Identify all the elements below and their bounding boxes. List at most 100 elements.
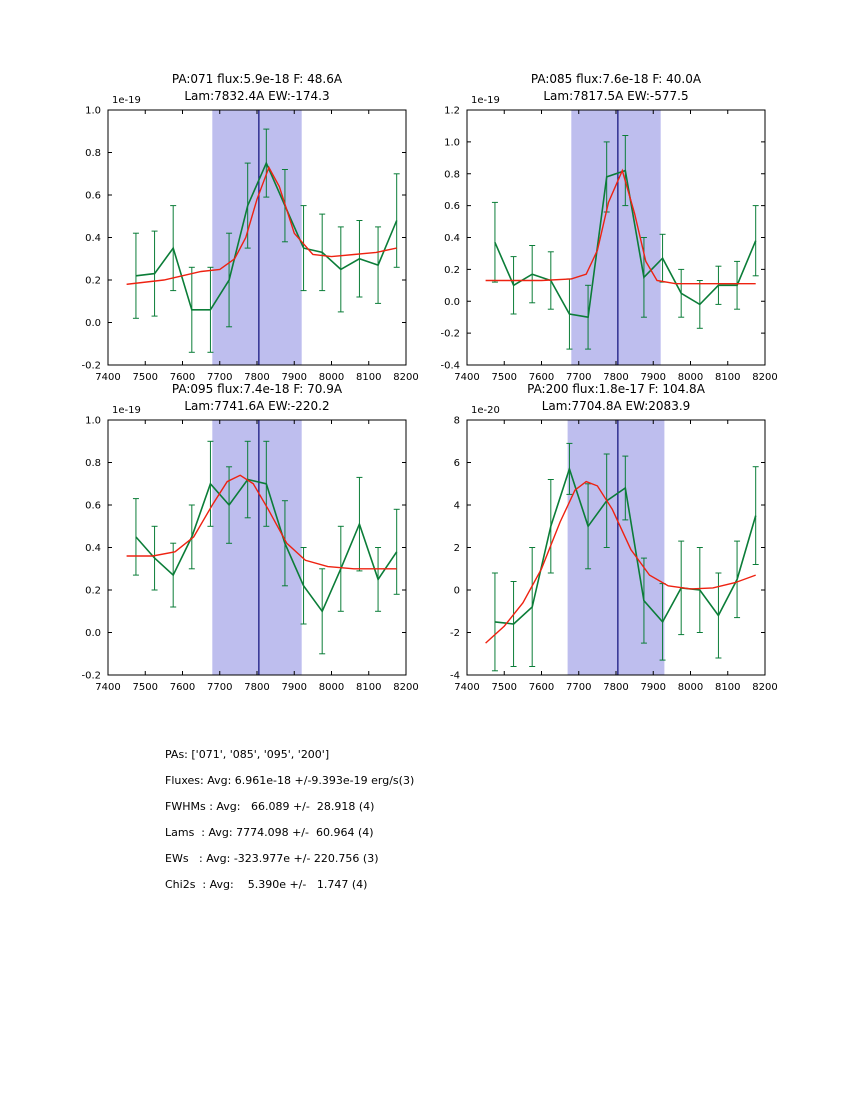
y-tick-label: -4 <box>450 671 460 682</box>
x-tick-label: 7700 <box>207 682 232 693</box>
y-tick-label: 0.2 <box>444 265 460 276</box>
y-tick-label: 1.0 <box>85 106 101 117</box>
y-tick-label: -0.2 <box>440 329 460 340</box>
y-tick-label: 0.8 <box>85 148 101 159</box>
ticks <box>466 419 766 676</box>
y-tick-label: 1.0 <box>85 416 101 427</box>
fit-curve <box>126 165 397 285</box>
x-tick-label: 7600 <box>170 372 195 383</box>
x-tick-label: 7400 <box>454 372 479 383</box>
subplot-title-line2: Lam:7741.6A EW:-220.2 <box>184 399 329 413</box>
ticks <box>107 109 407 366</box>
x-tick-label: 8000 <box>678 682 703 693</box>
x-tick-label: 7400 <box>95 682 120 693</box>
x-tick-label: 7800 <box>603 682 628 693</box>
y-tick-label: 0.0 <box>85 628 101 639</box>
fit-curve <box>485 168 756 285</box>
y-tick-label: 6 <box>454 458 460 469</box>
subplot-pa071: 7400 7500 7600 7700 7800 7900 8000 8100 8200 -0.2… <box>81 72 418 383</box>
x-tick-label: 7900 <box>641 372 666 383</box>
y-tick-label: -0.2 <box>81 361 101 372</box>
y-tick-label: 0.6 <box>85 501 101 512</box>
x-tick-label: 7600 <box>529 372 554 383</box>
x-tick-label: 7500 <box>492 372 517 383</box>
y-tick-label: -2 <box>450 628 460 639</box>
y-tick-label: 0.2 <box>85 276 101 287</box>
x-tick-label: 8000 <box>319 682 344 693</box>
x-tick-label: 8200 <box>752 682 777 693</box>
y-tick-label: 0.0 <box>444 297 460 308</box>
line-region-band <box>212 420 302 675</box>
spectrum-line <box>135 478 398 613</box>
subplot-pa200: 7400 7500 7600 7700 7800 7900 8000 8100 8200 -4 -2… <box>450 382 778 693</box>
summary-line-fluxes: Fluxes: Avg: 6.961e-18 +/-9.393e-19 erg/… <box>165 774 415 787</box>
y-tick-label: 0.8 <box>85 458 101 469</box>
y-tick-label: 0.4 <box>444 233 460 244</box>
x-tick-label: 7400 <box>95 372 120 383</box>
y-tick-label: 0.2 <box>85 586 101 597</box>
y-tick-label: 1.2 <box>444 106 460 117</box>
x-tick-label: 7500 <box>133 372 158 383</box>
subplot-title-line1: PA:200 flux:1.8e-17 F: 104.8A <box>527 382 706 396</box>
line-region-band <box>567 420 665 675</box>
y-axis-offset-label: 1e-20 <box>471 405 500 416</box>
x-tick-label: 8100 <box>356 372 381 383</box>
x-tick-label: 7400 <box>454 682 479 693</box>
y-tick-label: 0.8 <box>444 169 460 180</box>
line-region-band <box>571 110 661 365</box>
y-axis-offset-label: 1e-19 <box>112 95 141 106</box>
subplot-title-line2: Lam:7832.4A EW:-174.3 <box>184 89 329 103</box>
subplot-title-line1: PA:095 flux:7.4e-18 F: 70.9A <box>172 382 343 396</box>
summary-line-pas: PAs: ['071', '085', '095', '200'] <box>165 748 330 761</box>
y-axis-offset-label: 1e-19 <box>112 405 141 416</box>
x-tick-label: 7800 <box>244 372 269 383</box>
subplot-title-line1: PA:085 flux:7.6e-18 F: 40.0A <box>531 72 702 86</box>
summary-line-chi2s: Chi2s : Avg: 5.390e +/- 1.747 (4) <box>165 878 368 891</box>
y-tick-label: 8 <box>454 416 460 427</box>
x-tick-label: 7900 <box>641 682 666 693</box>
y-tick-label: -0.2 <box>81 671 101 682</box>
x-tick-label: 8200 <box>393 682 418 693</box>
ticks <box>107 419 407 676</box>
x-tick-label: 7500 <box>492 682 517 693</box>
subplot-title-line2: Lam:7704.8A EW:2083.9 <box>542 399 691 413</box>
x-tick-label: 7700 <box>566 372 591 383</box>
y-tick-label: 4 <box>454 501 460 512</box>
subplot-pa095: 7400 7500 7600 7700 7800 7900 8000 8100 8200 -0.2… <box>81 382 418 693</box>
y-tick-label: 0 <box>454 586 460 597</box>
x-tick-label: 7700 <box>566 682 591 693</box>
x-tick-label: 7800 <box>603 372 628 383</box>
x-tick-label: 7500 <box>133 682 158 693</box>
x-tick-label: 7800 <box>244 682 269 693</box>
x-tick-label: 7600 <box>529 682 554 693</box>
x-tick-label: 7600 <box>170 682 195 693</box>
ticks <box>466 109 766 366</box>
x-tick-label: 8200 <box>393 372 418 383</box>
x-tick-label: 7700 <box>207 372 232 383</box>
x-tick-label: 8000 <box>678 372 703 383</box>
x-tick-label: 8200 <box>752 372 777 383</box>
y-axis-offset-label: 1e-19 <box>471 95 500 106</box>
summary-line-fwhms: FWHMs : Avg: 66.089 +/- 28.918 (4) <box>165 800 375 813</box>
fit-curve <box>126 474 397 570</box>
x-tick-label: 7900 <box>282 682 307 693</box>
fit-summary: PAs: ['071', '085', '095', '200'] Fluxes… <box>165 742 414 898</box>
y-tick-label: 0.4 <box>85 543 101 554</box>
x-tick-label: 8100 <box>715 372 740 383</box>
y-tick-label: 0.4 <box>85 233 101 244</box>
x-tick-label: 7900 <box>282 372 307 383</box>
fit-curve <box>485 480 756 644</box>
subplot-title-line2: Lam:7817.5A EW:-577.5 <box>543 89 688 103</box>
subplot-pa085: 7400 7500 7600 7700 7800 7900 8000 8100 8200 -0.4… <box>440 72 777 383</box>
x-tick-label: 8100 <box>715 682 740 693</box>
y-tick-label: -0.4 <box>440 361 460 372</box>
y-tick-label: 0.6 <box>444 201 460 212</box>
subplot-title-line1: PA:071 flux:5.9e-18 F: 48.6A <box>172 72 343 86</box>
y-tick-label: 2 <box>454 543 460 554</box>
summary-line-lams: Lams : Avg: 7774.098 +/- 60.964 (4) <box>165 826 374 839</box>
spectrum-line <box>494 466 757 625</box>
spectrum-line <box>135 161 398 311</box>
x-tick-label: 8000 <box>319 372 344 383</box>
line-region-band <box>212 110 302 365</box>
